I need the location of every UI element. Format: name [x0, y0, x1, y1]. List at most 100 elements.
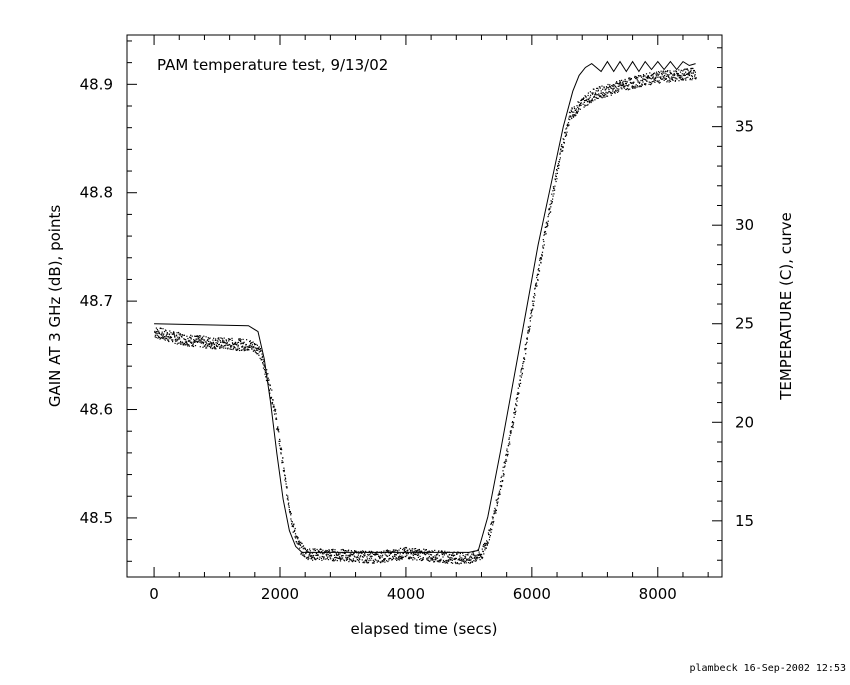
gain-point — [459, 559, 461, 561]
gain-point — [305, 553, 307, 555]
gain-point — [654, 81, 656, 83]
gain-point — [160, 337, 162, 339]
gain-point — [569, 112, 571, 114]
gain-point — [684, 74, 686, 76]
gain-point — [573, 114, 575, 116]
gain-point — [574, 109, 577, 111]
gain-point — [341, 555, 343, 557]
gain-point — [227, 347, 229, 349]
gain-point — [469, 561, 472, 563]
gain-point — [458, 558, 460, 560]
gain-point — [268, 383, 270, 385]
gain-point — [474, 557, 476, 559]
gain-point — [581, 99, 583, 101]
gain-point — [345, 558, 347, 560]
gain-point — [293, 523, 295, 525]
gain-point — [209, 344, 211, 346]
gain-point — [404, 548, 406, 551]
gain-point — [475, 560, 477, 562]
x-tick-label: 6000 — [513, 585, 551, 603]
gain-point — [627, 87, 629, 90]
gain-point — [538, 264, 540, 266]
gain-point — [586, 104, 588, 106]
gain-point — [504, 460, 507, 462]
gain-point — [600, 92, 603, 94]
gain-point — [221, 345, 223, 347]
gain-point — [655, 76, 657, 78]
gain-point — [342, 549, 344, 551]
gain-point — [398, 559, 401, 561]
gain-point — [310, 555, 312, 558]
gain-point — [520, 371, 522, 373]
gain-point — [252, 341, 254, 343]
gain-point — [392, 555, 394, 558]
gain-point — [302, 545, 305, 547]
gain-point — [310, 555, 312, 557]
gain-point — [191, 341, 193, 343]
gain-point — [163, 331, 166, 333]
gain-point — [642, 81, 644, 83]
gain-point — [369, 552, 372, 554]
gain-point — [240, 339, 242, 341]
gain-point — [164, 339, 166, 341]
gain-point — [454, 561, 456, 563]
gain-point — [458, 563, 460, 565]
gain-point — [548, 212, 550, 214]
gain-point — [208, 338, 210, 340]
gain-point — [373, 562, 375, 564]
gain-point — [188, 344, 190, 346]
gain-point — [381, 556, 383, 558]
gain-point — [353, 552, 355, 554]
gain-point — [662, 70, 664, 72]
gain-point — [619, 80, 621, 82]
gain-point — [675, 70, 677, 72]
gain-point — [654, 79, 656, 81]
gain-point — [394, 555, 396, 557]
gain-point — [342, 555, 344, 557]
gain-point — [346, 550, 348, 552]
gain-point — [505, 458, 507, 461]
gain-point — [567, 122, 570, 124]
gain-point — [338, 556, 341, 558]
gain-point — [676, 72, 678, 74]
gain-point — [617, 83, 619, 85]
gain-point — [232, 347, 235, 349]
gain-point — [649, 77, 651, 79]
gain-point — [396, 557, 398, 560]
gain-point — [677, 74, 680, 76]
gain-point — [388, 559, 390, 561]
gain-point — [690, 67, 692, 70]
gain-point — [593, 96, 595, 98]
gain-point — [378, 551, 380, 553]
gain-point — [386, 555, 388, 557]
gain-point — [278, 431, 280, 433]
gain-point — [689, 73, 691, 75]
gain-point — [534, 287, 536, 289]
gain-point — [578, 108, 580, 110]
gain-point — [165, 330, 167, 332]
gain-point — [662, 78, 664, 80]
gain-point — [465, 554, 467, 556]
gain-point — [659, 81, 661, 84]
gain-point — [450, 559, 452, 561]
gain-point — [264, 366, 266, 368]
gain-point — [287, 503, 289, 505]
gain-point — [261, 355, 264, 357]
gain-point — [258, 354, 260, 356]
gain-point — [154, 331, 156, 333]
gain-point — [524, 349, 526, 351]
gain-point — [688, 74, 690, 77]
gain-point — [652, 77, 654, 79]
gain-point — [452, 552, 454, 555]
gain-point — [412, 551, 414, 553]
gain-point — [552, 198, 554, 200]
gain-point — [339, 557, 341, 559]
gain-point — [199, 341, 201, 343]
gain-point — [635, 77, 637, 80]
gain-point — [482, 557, 484, 559]
gain-point — [306, 557, 308, 559]
gain-point — [673, 74, 676, 76]
gain-point — [612, 89, 614, 91]
gain-point — [493, 513, 495, 515]
